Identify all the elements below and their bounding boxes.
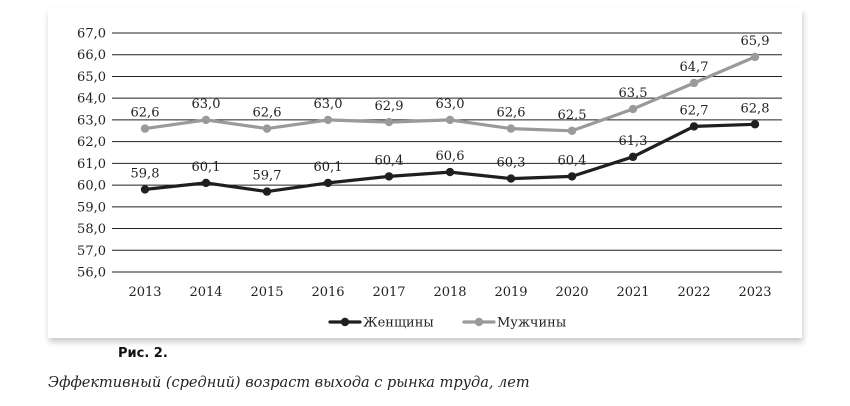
data-point-women bbox=[140, 185, 150, 194]
data-label-women: 60,4 bbox=[375, 153, 404, 168]
data-label-men: 64,7 bbox=[680, 60, 709, 75]
series-women: 59,8 60,1 59,7 60,1 60,4 60,6 60,3 60,4 61,3 62,7… bbox=[131, 101, 770, 196]
data-point-men bbox=[140, 124, 150, 133]
y-tick-label: 58,0 bbox=[77, 222, 106, 237]
legend-item-men: Мужчины bbox=[462, 316, 566, 331]
data-label-women: 60,6 bbox=[436, 149, 465, 164]
data-point-men bbox=[750, 52, 760, 62]
data-label-men: 62,6 bbox=[131, 106, 160, 121]
x-tick-label: 2020 bbox=[555, 285, 588, 300]
series-men: 62,6 63,0 62,6 63,0 62,9 63,0 62,6 62,5 63,5 64,7… bbox=[131, 34, 770, 135]
y-tick-label: 60,0 bbox=[77, 179, 106, 194]
data-label-men: 62,9 bbox=[375, 99, 404, 114]
data-label-women: 62,7 bbox=[680, 103, 709, 118]
data-point-women bbox=[445, 167, 455, 177]
data-label-men: 63,0 bbox=[192, 97, 221, 112]
data-point-men bbox=[323, 115, 333, 125]
legend-swatch-marker bbox=[474, 317, 484, 327]
data-label-men: 62,5 bbox=[558, 108, 587, 123]
data-point-women bbox=[689, 122, 699, 131]
data-point-women bbox=[323, 178, 333, 188]
y-tick-label: 63,0 bbox=[77, 113, 106, 128]
data-point-men bbox=[628, 104, 638, 114]
data-point-men bbox=[689, 78, 699, 88]
y-tick-label: 64,0 bbox=[77, 92, 106, 107]
chart-card: 56,0 57,0 58,0 59,0 60,0 61,0 62,0 63,0 64,0 65,0… bbox=[48, 8, 802, 338]
x-tick-label: 2023 bbox=[738, 285, 771, 300]
y-tick-label: 66,0 bbox=[77, 48, 106, 63]
x-tick-label: 2017 bbox=[372, 285, 405, 300]
data-label-women: 59,7 bbox=[253, 169, 282, 184]
data-label-women: 60,1 bbox=[314, 160, 343, 175]
x-tick-label: 2018 bbox=[433, 285, 466, 300]
data-label-men: 63,0 bbox=[314, 97, 343, 112]
x-tick-label: 2021 bbox=[616, 285, 649, 300]
y-tick-label: 57,0 bbox=[77, 244, 106, 259]
x-tick-label: 2015 bbox=[250, 285, 283, 300]
data-point-men bbox=[445, 115, 455, 125]
data-label-men: 62,6 bbox=[497, 106, 526, 121]
legend-swatch-marker bbox=[340, 317, 350, 327]
data-point-men bbox=[384, 117, 394, 127]
gridlines bbox=[112, 32, 782, 273]
data-label-women: 60,1 bbox=[192, 160, 221, 175]
legend-item-women: Женщины bbox=[328, 316, 434, 331]
data-label-women: 62,8 bbox=[741, 101, 770, 116]
data-label-men: 63,5 bbox=[619, 86, 648, 101]
data-point-men bbox=[262, 124, 272, 133]
data-label-men: 63,0 bbox=[436, 97, 465, 112]
data-label-women: 60,3 bbox=[497, 156, 526, 171]
data-point-women bbox=[628, 152, 638, 162]
y-tick-label: 62,0 bbox=[77, 135, 106, 150]
data-label-women: 61,3 bbox=[619, 134, 648, 149]
data-point-men bbox=[567, 126, 577, 135]
y-tick-label: 65,0 bbox=[77, 70, 106, 85]
y-axis: 56,0 57,0 58,0 59,0 60,0 61,0 62,0 63,0 64,0 65,0… bbox=[77, 27, 106, 281]
y-tick-label: 56,0 bbox=[77, 266, 106, 281]
data-label-men: 65,9 bbox=[741, 34, 770, 49]
y-tick-label: 59,0 bbox=[77, 200, 106, 215]
y-tick-label: 61,0 bbox=[77, 157, 106, 172]
x-tick-label: 2016 bbox=[311, 285, 344, 300]
x-axis: 2013 2014 2015 2016 2017 2018 2019 2020 2021 2022… bbox=[128, 285, 771, 300]
figure-number: Рис. 2. bbox=[118, 346, 168, 361]
legend: Женщины Мужчины bbox=[328, 316, 566, 331]
y-tick-label: 67,0 bbox=[77, 27, 106, 42]
figure-caption: Эффективный (средний) возраст выхода с р… bbox=[48, 375, 530, 391]
data-point-women bbox=[506, 174, 516, 183]
legend-label: Женщины bbox=[363, 316, 434, 331]
data-label-men: 62,6 bbox=[253, 106, 282, 121]
data-point-men bbox=[201, 115, 211, 125]
data-label-women: 60,4 bbox=[558, 153, 587, 168]
legend-label: Мужчины bbox=[497, 316, 566, 331]
data-label-women: 59,8 bbox=[131, 166, 160, 181]
data-point-men bbox=[506, 124, 516, 133]
x-tick-label: 2014 bbox=[189, 285, 222, 300]
data-point-women bbox=[384, 172, 394, 181]
data-point-women bbox=[201, 178, 211, 188]
line-chart: 56,0 57,0 58,0 59,0 60,0 61,0 62,0 63,0 64,0 65,0… bbox=[77, 27, 782, 331]
data-point-women bbox=[262, 187, 272, 196]
data-point-women bbox=[567, 172, 577, 181]
data-point-women bbox=[750, 120, 760, 129]
x-tick-label: 2022 bbox=[677, 285, 710, 300]
x-tick-label: 2019 bbox=[494, 285, 527, 300]
x-tick-label: 2013 bbox=[128, 285, 161, 300]
